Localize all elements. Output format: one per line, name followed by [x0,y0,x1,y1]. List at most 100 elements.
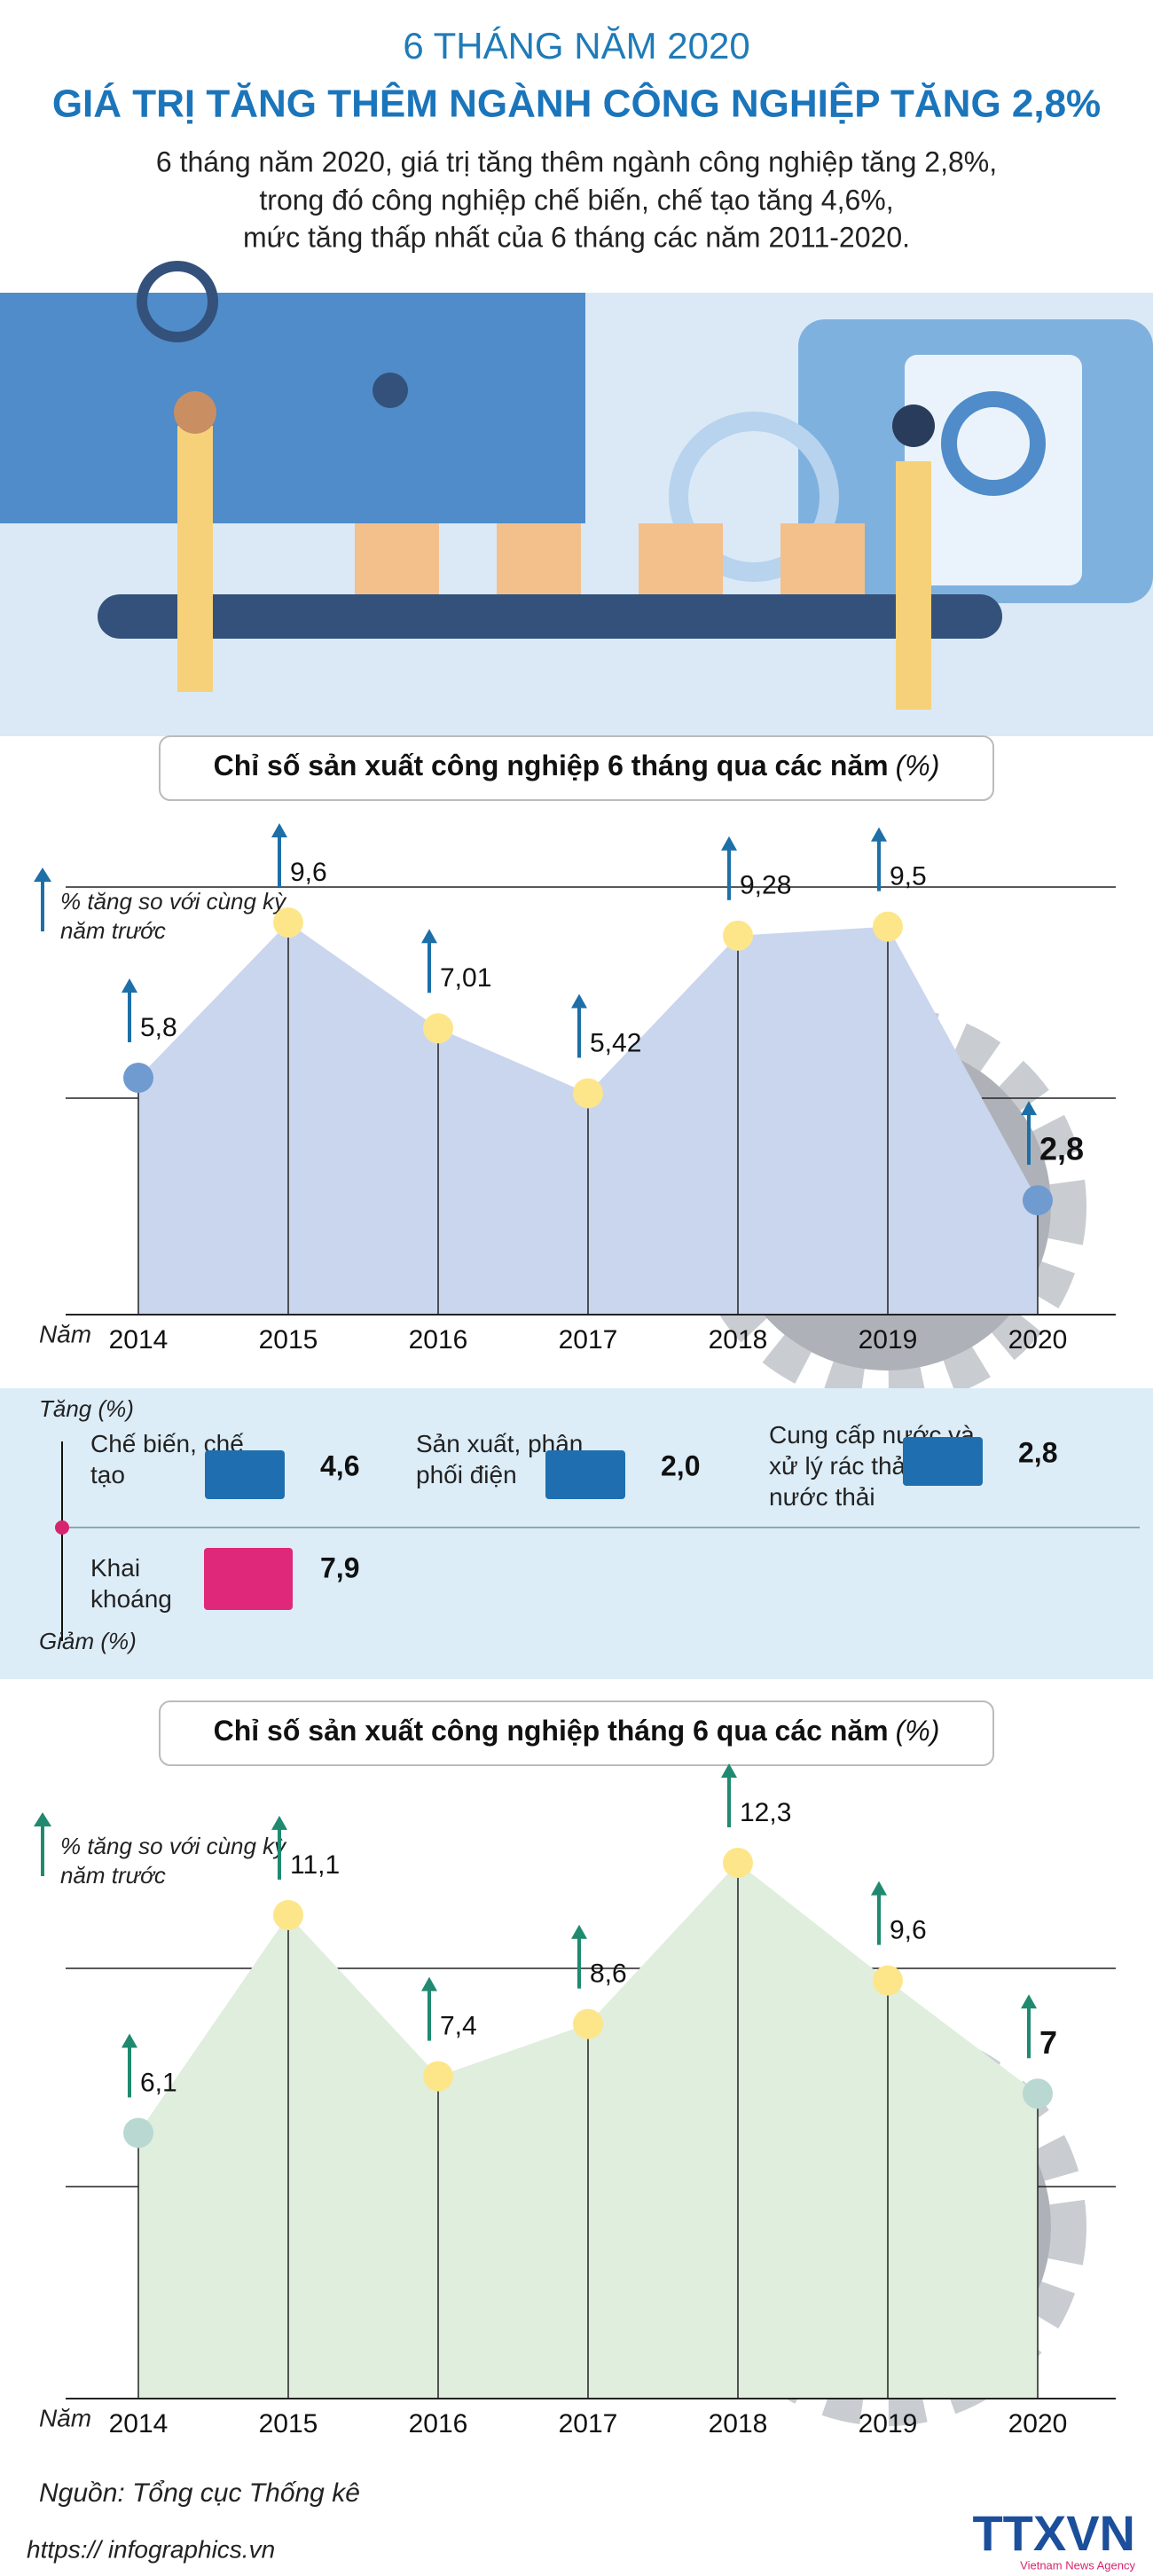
value-arrow-head [122,978,137,993]
description: 6 tháng năm 2020, giá trị tăng thêm ngàn… [156,145,997,177]
value-arrow-head [421,929,437,944]
description: trong đó công nghiệp chế biến, chế tạo t… [259,184,893,216]
title-top: 6 THÁNG NĂM 2020 [403,25,749,67]
sector-value: 2,0 [661,1449,700,1481]
x-tick-label: 2015 [259,1325,318,1355]
sector-icon [545,1450,625,1499]
source: Nguồn: Tổng cục Thống kê [39,2478,360,2508]
value-arrow-head [871,827,887,842]
point [1023,1185,1053,1216]
sector-name-box: Khai khoáng [90,1554,172,1613]
illustration [0,261,1153,736]
point [273,1899,303,1930]
x-tick-label: 2015 [259,2409,318,2439]
chart-title-unit: (%) [896,1715,940,1747]
sector-band [0,1388,1153,1679]
url: https:// infographics.vn [27,2535,275,2563]
chart-title-unit: (%) [896,750,940,781]
x-tick-label: 2017 [559,2409,618,2439]
y-axis-label-box: % tăng so với cùng kỳ năm trước [60,1833,286,1889]
point [423,2061,453,2092]
value-arrow-head [721,1763,737,1778]
value-label: 5,8 [140,1013,177,1042]
value-arrow-head [721,836,737,851]
x-tick-label: 2016 [409,2409,468,2439]
title: GIÁ TRỊ TĂNG THÊM NGÀNH CÔNG NGHIỆP TĂNG… [52,81,1101,126]
description: mức tăng thấp nhất của 6 tháng các năm 2… [243,221,910,253]
y-axis-label: % tăng so với cùng kỳ năm trước [60,1833,286,1889]
logo: TTXVN [972,2505,1135,2561]
point [573,1078,603,1109]
x-tick-label: 2020 [1008,2409,1068,2439]
point [123,2117,153,2148]
value-label: 5,42 [590,1028,641,1057]
chart-title-text: Chỉ số sản xuất công nghiệp tháng 6 qua … [214,1715,889,1747]
arrow-head [34,868,51,882]
chart-title: Chỉ số sản xuất công nghiệp tháng 6 qua … [214,1715,940,1747]
point [873,911,903,942]
value-arrow-head [1021,1101,1037,1116]
value-label: 11,1 [290,1850,340,1880]
chart-title-box [159,1700,994,1766]
point [423,1013,453,1044]
y-axis-label-box: % tăng so với cùng kỳ năm trước [60,888,286,944]
x-tick-label: 2017 [559,1325,618,1355]
chart-title: Chỉ số sản xuất công nghiệp 6 tháng qua … [214,750,940,781]
point [573,2008,603,2039]
y-axis-label: % tăng so với cùng kỳ năm trước [60,888,286,944]
x-axis-label: Năm [39,1320,91,1347]
arrow-head [34,1812,51,1826]
x-tick-label: 2019 [859,2409,918,2439]
value-arrow-head [122,2033,137,2048]
chart-title-box [159,735,994,801]
sector-value: 4,6 [320,1449,359,1481]
decrease-label: Giảm (%) [39,1628,137,1654]
value-label: 9,6 [890,1916,927,1945]
sector-icon [903,1437,983,1486]
point [723,920,753,951]
value-label: 7,01 [440,963,491,993]
value-label: 2,8 [1039,1131,1084,1167]
origin-dot [55,1520,69,1535]
x-tick-label: 2018 [709,2409,768,2439]
point [873,1965,903,1996]
x-tick-label: 2016 [409,1325,468,1355]
x-tick-label: 2018 [709,1325,768,1355]
value-label: 9,5 [890,862,927,891]
x-tick-label: 2019 [859,1325,918,1355]
value-label: 6,1 [140,2068,177,2097]
x-tick-label: 2014 [109,1325,169,1355]
value-arrow-head [571,993,587,1009]
point [123,1062,153,1093]
increase-label: Tăng (%) [39,1395,134,1422]
sector-value: 2,8 [1018,1436,1057,1468]
point [273,907,303,938]
charts: Chỉ số sản xuất công nghiệp 6 tháng qua … [34,735,1116,2439]
chart-title-text: Chỉ số sản xuất công nghiệp 6 tháng qua … [214,750,889,781]
value-arrow-head [271,823,287,837]
point [723,1848,753,1878]
value-arrow-head [571,1924,587,1939]
value-label: 9,28 [740,871,791,900]
value-label: 7 [1039,2024,1057,2061]
sector-name: Khai khoáng [90,1554,172,1613]
sector-value: 7,9 [320,1551,359,1583]
x-axis-label: Năm [39,2404,91,2431]
value-label: 7,4 [440,2012,477,2041]
x-tick-label: 2014 [109,2409,169,2439]
sector-icon [204,1548,293,1610]
sector-icon [205,1450,285,1499]
value-arrow-head [1021,1994,1037,2009]
value-arrow-head [271,1815,287,1830]
value-label: 8,6 [590,1959,627,1989]
x-tick-label: 2020 [1008,1325,1068,1355]
value-arrow-head [871,1881,887,1896]
value-arrow-head [421,1976,437,1991]
agency: Vietnam News Agency [1020,2558,1135,2572]
value-label: 12,3 [740,1798,791,1827]
point [1023,2078,1053,2109]
value-label: 9,6 [290,858,327,887]
